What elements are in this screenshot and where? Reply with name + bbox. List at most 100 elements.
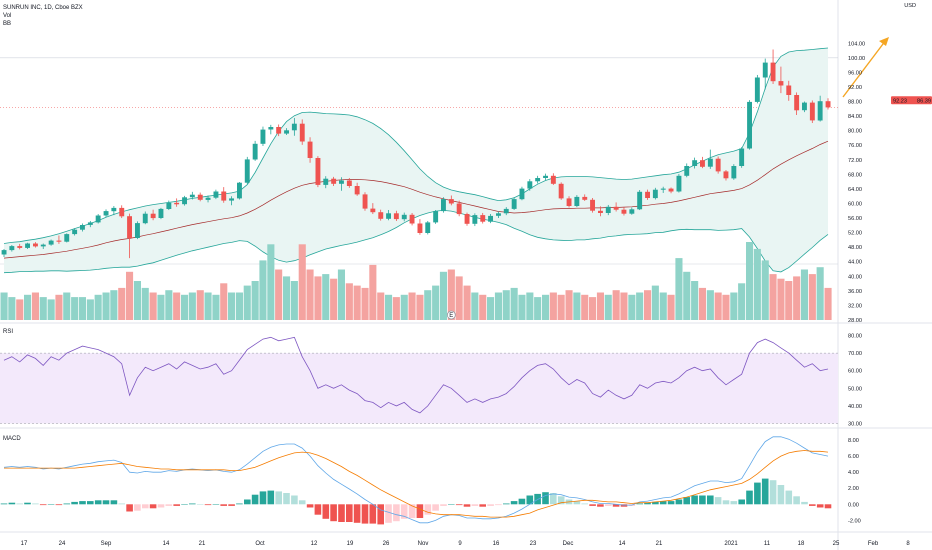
candle-body[interactable] (715, 158, 721, 172)
candle-body[interactable] (731, 166, 737, 179)
candle-body[interactable] (754, 77, 760, 102)
candle-body[interactable] (17, 246, 23, 248)
candle-body[interactable] (441, 199, 446, 212)
candle-body[interactable] (503, 208, 509, 214)
candle-body[interactable] (511, 199, 517, 209)
candle-body[interactable] (197, 194, 203, 200)
candle-body[interactable] (111, 207, 117, 212)
candle-body[interactable] (221, 191, 227, 201)
candle-body[interactable] (307, 141, 313, 158)
candle-body[interactable] (778, 81, 784, 86)
candle-body[interactable] (456, 203, 462, 215)
candle-body[interactable] (723, 171, 729, 179)
candle-body[interactable] (598, 210, 603, 213)
candle-body[interactable] (488, 215, 493, 222)
candle-body[interactable] (558, 183, 564, 199)
candle-body[interactable] (72, 229, 78, 235)
candle-body[interactable] (472, 215, 478, 224)
candle-body[interactable] (825, 101, 831, 108)
candle-body[interactable] (25, 243, 30, 248)
candle-body[interactable] (33, 243, 38, 247)
candle-body[interactable] (527, 181, 533, 189)
candle-body[interactable] (762, 62, 768, 78)
candle-body[interactable] (700, 160, 705, 167)
candle-body[interactable] (268, 127, 274, 130)
candle-body[interactable] (354, 186, 360, 195)
candle-body[interactable] (142, 213, 148, 224)
candle-body[interactable] (205, 197, 211, 200)
candle-body[interactable] (645, 191, 650, 198)
candle-body[interactable] (135, 223, 140, 238)
candle-body[interactable] (276, 127, 282, 134)
earnings-marker-icon[interactable] (446, 310, 456, 320)
candle-body[interactable] (299, 123, 305, 142)
candle-body[interactable] (747, 101, 752, 149)
candle-body[interactable] (237, 182, 242, 199)
candle-body[interactable] (566, 198, 572, 206)
candle-body[interactable] (629, 209, 635, 214)
candle-body[interactable] (244, 159, 250, 183)
candle-body[interactable] (433, 211, 439, 223)
candle-body[interactable] (284, 130, 289, 134)
candle-body[interactable] (40, 244, 46, 247)
candle-body[interactable] (535, 178, 541, 182)
candle-body[interactable] (660, 188, 666, 190)
candle-body[interactable] (260, 129, 266, 144)
candle-body[interactable] (692, 160, 698, 166)
candle-body[interactable] (668, 188, 674, 192)
candle-body[interactable] (315, 158, 321, 185)
candle-body[interactable] (582, 196, 588, 200)
candle-body[interactable] (637, 191, 643, 210)
candle-body[interactable] (401, 214, 407, 220)
candle-body[interactable] (229, 198, 234, 201)
candle-body[interactable] (362, 194, 368, 209)
candle-body[interactable] (809, 102, 815, 121)
candle-body[interactable] (425, 222, 431, 233)
candle-body[interactable] (174, 202, 180, 205)
candle-body[interactable] (550, 175, 556, 184)
candle-body[interactable] (119, 207, 125, 217)
candle-body[interactable] (150, 213, 156, 219)
candle-body[interactable] (189, 194, 195, 198)
candle-body[interactable] (676, 175, 682, 192)
candle-body[interactable] (370, 208, 376, 213)
candle-body[interactable] (739, 148, 745, 167)
candle-body[interactable] (543, 175, 548, 178)
candle-body[interactable] (393, 213, 399, 220)
candle-body[interactable] (252, 143, 258, 160)
candle-body[interactable] (590, 199, 595, 211)
candle-body[interactable] (87, 222, 93, 225)
candle-body[interactable] (817, 101, 823, 121)
candle-body[interactable] (339, 180, 344, 184)
candle-body[interactable] (707, 158, 713, 167)
candle-body[interactable] (417, 223, 423, 234)
candle-body[interactable] (684, 166, 690, 176)
candle-body[interactable] (519, 188, 525, 200)
candle-body[interactable] (331, 178, 337, 184)
candle-body[interactable] (621, 209, 627, 214)
candle-body[interactable] (1, 250, 7, 255)
candle-body[interactable] (409, 214, 415, 224)
candle-body[interactable] (213, 191, 219, 198)
candle-body[interactable] (770, 62, 776, 82)
candle-body[interactable] (291, 123, 297, 131)
candle-body[interactable] (386, 213, 391, 219)
candle-body[interactable] (127, 216, 132, 238)
candle-body[interactable] (346, 180, 352, 187)
candle-body[interactable] (158, 208, 164, 218)
candle-body[interactable] (652, 189, 658, 199)
candle-body[interactable] (9, 246, 15, 251)
candle-body[interactable] (182, 197, 187, 205)
candle-body[interactable] (64, 234, 70, 242)
candle-body[interactable] (103, 211, 109, 216)
candle-body[interactable] (48, 240, 54, 245)
candle-body[interactable] (480, 215, 486, 222)
candle-body[interactable] (786, 85, 792, 96)
candle-body[interactable] (464, 214, 470, 224)
candle-body[interactable] (166, 202, 172, 209)
candle-body[interactable] (496, 213, 501, 216)
candle-body[interactable] (378, 212, 384, 219)
candle-body[interactable] (323, 178, 329, 185)
candle-body[interactable] (574, 196, 580, 206)
